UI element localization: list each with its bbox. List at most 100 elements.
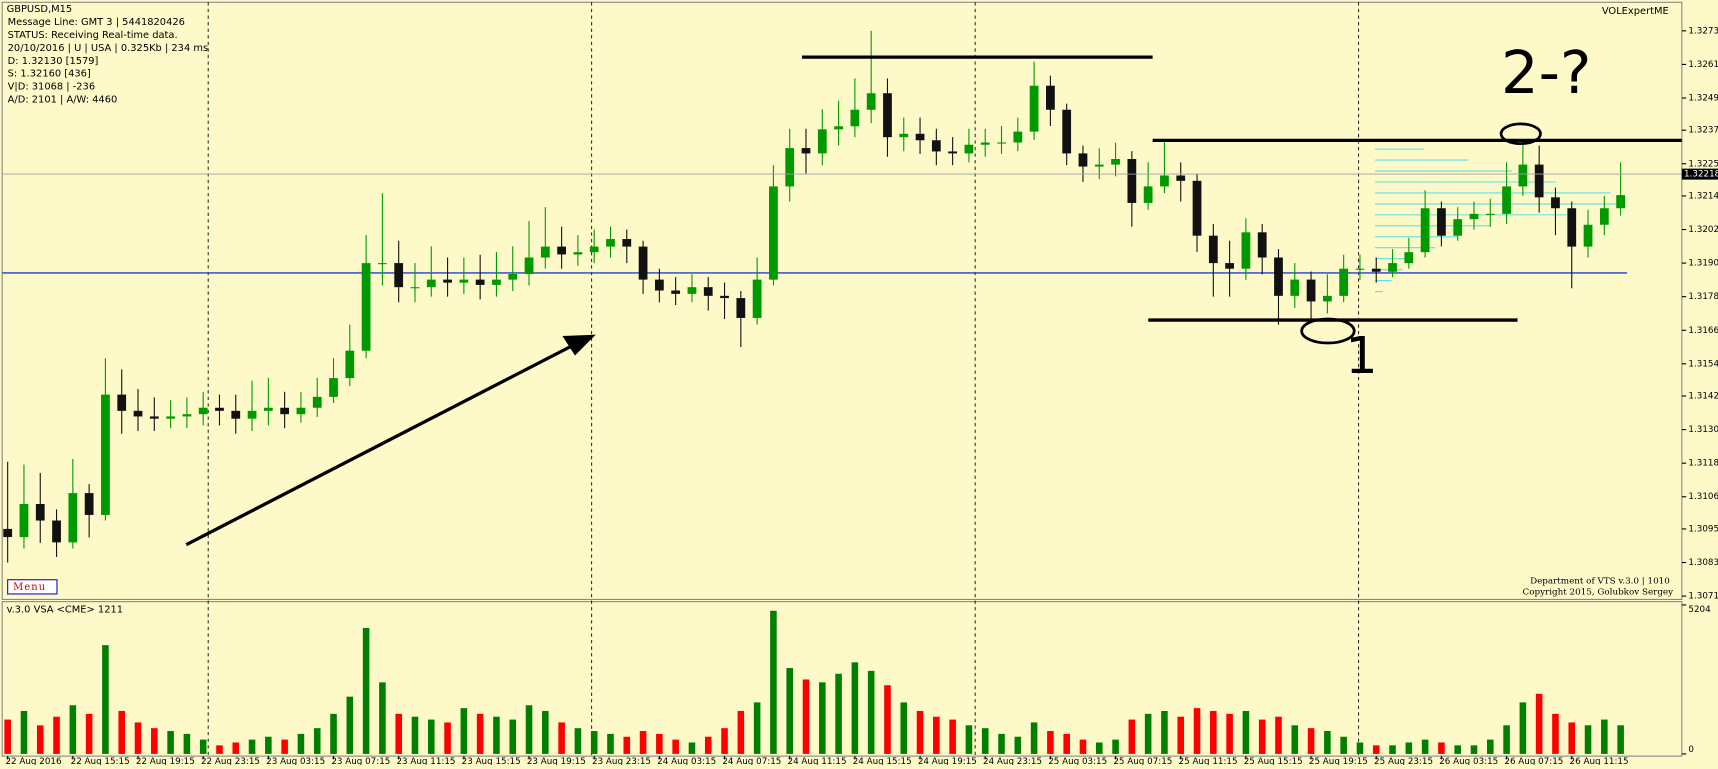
volume-bar bbox=[835, 673, 842, 754]
candle-body bbox=[850, 109, 860, 127]
candle-body bbox=[654, 279, 664, 291]
volume-bar bbox=[460, 708, 468, 754]
candle-body bbox=[1616, 195, 1626, 209]
volume-bar bbox=[1275, 716, 1282, 754]
candle-body bbox=[1534, 164, 1544, 198]
status-line: A/D: 2101 | A/W: 4460 bbox=[8, 95, 118, 106]
current-price-tag bbox=[1681, 168, 1718, 180]
candle-body bbox=[915, 133, 925, 141]
candle-body bbox=[215, 407, 224, 411]
candle-body bbox=[475, 279, 485, 285]
volume-bar bbox=[1226, 713, 1233, 754]
x-tick-label: 23 Aug 03:15 bbox=[266, 757, 325, 765]
drawings bbox=[185, 55, 1682, 547]
volume-bar bbox=[1112, 739, 1119, 754]
candle-body bbox=[622, 239, 632, 247]
candle-body bbox=[312, 396, 322, 408]
volume-bar bbox=[1128, 719, 1136, 754]
x-tick-label: 22 Aug 15:15 bbox=[71, 757, 130, 765]
candle-body bbox=[1551, 197, 1560, 209]
volume-bar bbox=[330, 713, 337, 754]
x-tick-label: 23 Aug 19:15 bbox=[527, 757, 586, 765]
y-tick-label: 1.31660 bbox=[1688, 326, 1718, 336]
candle-body bbox=[35, 504, 45, 521]
circle-mark bbox=[1300, 317, 1356, 345]
menu-button[interactable] bbox=[7, 579, 58, 595]
volume-bar bbox=[1047, 731, 1054, 754]
candle-body bbox=[736, 298, 746, 318]
volume-bar bbox=[1242, 710, 1250, 754]
candle-body bbox=[166, 416, 175, 419]
status-line: V|D: 31068 | -236 bbox=[8, 82, 95, 93]
volume-tick-label: 0 bbox=[1688, 745, 1694, 755]
y-tick-label: 1.32020 bbox=[1688, 225, 1718, 235]
menu-label[interactable]: Menu bbox=[13, 582, 46, 593]
candle-body bbox=[1371, 268, 1381, 272]
volume-bar bbox=[1095, 742, 1103, 754]
candle-body bbox=[508, 274, 518, 280]
volume-bar bbox=[444, 722, 451, 754]
volume-bar bbox=[36, 725, 44, 754]
volume-bar bbox=[851, 662, 859, 754]
candle-body bbox=[671, 290, 681, 294]
credit: Copyright 2015, Golubkov Sergey bbox=[1523, 587, 1674, 597]
volume-bar bbox=[1324, 731, 1331, 754]
volume-bar bbox=[1079, 739, 1087, 754]
candle-body bbox=[1567, 208, 1577, 247]
volume-bar bbox=[1356, 742, 1364, 754]
candle-body bbox=[198, 407, 208, 415]
volume-bar bbox=[656, 733, 663, 754]
x-tick-label: 26 Aug 03:15 bbox=[1439, 757, 1498, 765]
volume-bar bbox=[297, 733, 305, 754]
candle-body bbox=[1583, 224, 1593, 247]
volume-bar bbox=[1161, 710, 1168, 754]
candle-body bbox=[3, 528, 13, 538]
volume-bar bbox=[281, 739, 288, 754]
volume-bar bbox=[183, 733, 191, 754]
candle-body bbox=[866, 93, 876, 110]
candle-body bbox=[1355, 268, 1365, 270]
current-price-label: 1.32218 bbox=[1684, 170, 1718, 180]
volume-bar bbox=[1144, 713, 1152, 754]
volume-bar bbox=[1438, 742, 1445, 754]
x-tick-label: 25 Aug 19:15 bbox=[1309, 757, 1368, 765]
volume-bar bbox=[590, 731, 598, 754]
candle-body bbox=[1046, 85, 1055, 110]
status-line: S: 1.32160 [436] bbox=[8, 69, 91, 80]
volume-bar bbox=[542, 710, 549, 754]
candle-body bbox=[231, 410, 241, 419]
x-tick-label: 24 Aug 03:15 bbox=[657, 757, 716, 765]
candle-body bbox=[52, 520, 61, 543]
day-separators bbox=[207, 2, 1360, 757]
candle-body bbox=[899, 133, 909, 138]
candle-body bbox=[1225, 263, 1234, 269]
x-tick-label: 26 Aug 11:15 bbox=[1570, 757, 1629, 765]
volume-bar bbox=[20, 710, 28, 754]
volume-bar bbox=[1535, 693, 1543, 754]
x-tick-label: 22 Aug 19:15 bbox=[136, 757, 195, 765]
y-tick-label: 1.32375 bbox=[1688, 126, 1718, 136]
status-line: Message Line: GMT 3 | 5441820426 bbox=[8, 17, 185, 28]
volume-bar bbox=[623, 736, 631, 754]
handwritten-note: 2-? bbox=[1501, 38, 1591, 107]
volume-bar bbox=[1568, 722, 1576, 754]
volume-bar bbox=[1405, 742, 1413, 754]
volume-bar bbox=[900, 702, 908, 754]
volume-bar bbox=[933, 716, 940, 754]
volume-profile bbox=[1375, 148, 1622, 293]
candle-body bbox=[1241, 232, 1251, 269]
candle-body bbox=[1469, 213, 1479, 220]
candle-body bbox=[1306, 279, 1316, 302]
candle-body bbox=[101, 394, 110, 515]
volume-bar bbox=[1421, 739, 1429, 754]
candle-body bbox=[1257, 232, 1267, 258]
candle-body bbox=[1078, 153, 1088, 167]
candle-body bbox=[1127, 159, 1137, 203]
volume-bar bbox=[1487, 739, 1494, 754]
candle-body bbox=[1062, 109, 1072, 154]
y-tick-label: 1.32255 bbox=[1688, 159, 1718, 169]
candle-body bbox=[1013, 131, 1023, 143]
volume-bar bbox=[1063, 733, 1070, 754]
